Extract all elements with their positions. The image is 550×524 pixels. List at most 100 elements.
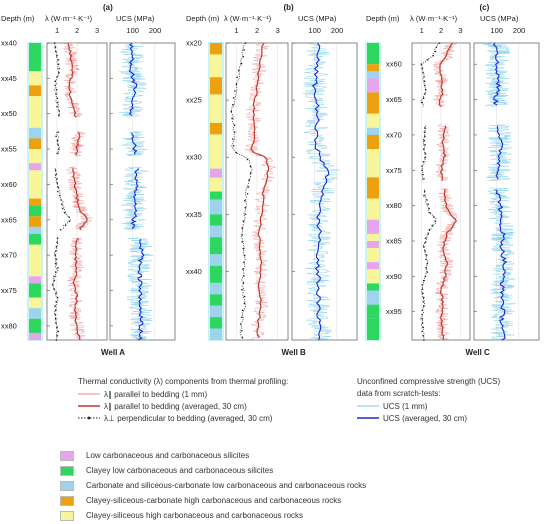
panel-3-lambda-perp-point <box>438 42 441 44</box>
panel-1-lambda-perp-point <box>57 267 59 269</box>
panel-3-lambda-perp-point <box>425 254 428 256</box>
panel-1-lambda-perp-point <box>56 178 58 180</box>
panel-1-lambda-perp-point <box>57 63 60 65</box>
panel-3-lambda-perp-point <box>425 88 427 91</box>
legend-item-ucs-avg: UCS (averaged, 30 cm) <box>357 412 500 424</box>
panel-2-depth-tick-4: xx40 <box>186 267 202 276</box>
lith-5-swatch <box>60 510 74 521</box>
panel-1-lambda-perp-point <box>55 322 57 324</box>
panel-3-lambda-label: λ (W·m⁻¹·K⁻¹) <box>410 14 458 23</box>
panel-1-lambda-perp-point <box>55 93 57 95</box>
panel-3-lambda-perp-point <box>424 152 427 155</box>
panel-1-lambda-perp-point <box>57 186 59 189</box>
panel-1-lambda-perp-point <box>54 262 57 265</box>
panel-2-depth-tick-2: xx30 <box>186 153 202 162</box>
legend-item-lith-2: Clayey low carbonaceous and carbonaceous… <box>60 463 366 478</box>
panel-2-lambda-label: λ (W·m⁻¹·K⁻¹) <box>224 14 272 23</box>
panel-2-lambda-perp-point <box>246 158 249 161</box>
panel-1-lith-segment-6 <box>29 149 41 164</box>
legend-item-lith-5: Clayey-siliceous high carbonaceous and c… <box>60 508 366 523</box>
legend-label-lith-4: Clayey-siliceous-carbonate high carbonac… <box>86 496 342 505</box>
panel-3-lambda-perp-point <box>426 199 428 201</box>
panel-2-lambda-perp-point <box>243 254 246 257</box>
panel-2-lith-segment-19 <box>210 328 222 340</box>
panel-2-lambda-perp-point <box>231 117 233 120</box>
legend-label-lambda-perp-avg: λ⊥ perpendicular to bedding (averaged, 3… <box>104 413 273 423</box>
legend-item-lambda-perp-avg: λ⊥ perpendicular to bedding (averaged, 3… <box>78 412 288 424</box>
panel-3-lambda-perp-point <box>425 267 428 269</box>
panel-2-lambda-perp-point <box>241 316 243 319</box>
panel-3-lambda-perp-point <box>423 339 425 341</box>
panel-2-lambda-perp-point <box>244 199 246 202</box>
panel-3-lith-segment-4 <box>367 92 379 114</box>
panel-3-lambda-perp-point <box>431 224 434 227</box>
panel-3-lambda-par-avg-series <box>438 42 458 341</box>
panel-3-lith-segment-10 <box>367 198 379 220</box>
panel-2-lith-segment-11 <box>210 225 222 238</box>
ucs-legend-heading-1: Unconfined compressive strength (UCS) <box>357 377 501 386</box>
panel-1-depth-tick-8: xx80 <box>1 321 17 330</box>
panel-3-lambda-perp-point <box>422 173 424 176</box>
panel-3-lith-segment-9 <box>367 177 379 199</box>
panel-3-lambda-perp-point <box>429 211 431 214</box>
panel-3-lambda-perp-point <box>424 250 426 252</box>
panel-3-lambda-perp-point <box>421 165 423 167</box>
legend-label-ucs-avg: UCS (averaged, 30 cm) <box>383 413 468 423</box>
panel-1-lith-segment-20 <box>29 332 41 340</box>
panel-2-lith-segment-0 <box>210 43 222 55</box>
ucs-legend: Unconfined compressive strength (UCS) da… <box>357 376 500 424</box>
panel-1-lambda-perp-point <box>56 152 58 155</box>
panel-3-lith-segment-16 <box>367 269 379 284</box>
panel-1-ucs-label: UCS (MPa) <box>116 14 155 23</box>
panel-2-letter: (b) <box>284 3 295 12</box>
panel-1-lambda-perp-point <box>55 258 58 261</box>
panel-2-lith-segment-4 <box>210 122 222 135</box>
panel-2-ucs-tick-0: 100 <box>308 26 321 35</box>
panel-1-lambda-perp-point <box>58 71 60 74</box>
panel-1-lith-segment-4 <box>29 127 41 139</box>
ucs-legend-heading-2: data from scratch-tests: <box>357 389 441 398</box>
thermal-legend-heading: Thermal conductivity (λ) components from… <box>78 377 289 386</box>
panel-1-lambda-perp-point <box>54 46 57 48</box>
panel-2-lambda-perp-point <box>243 261 245 264</box>
panel-2-lith-segment-15 <box>210 282 222 295</box>
panel-2-depth-tick-1: xx25 <box>186 96 202 105</box>
panel-3-lambda-perp-point <box>434 50 437 53</box>
panel-2-ucs-avg-series <box>311 42 330 341</box>
panel-1-lambda-perp-point <box>60 199 62 201</box>
panel-2-lambda-tick-0: 1 <box>234 26 238 35</box>
panel-1-lith-segment-14 <box>29 244 41 277</box>
panel-2-lambda-perp-point <box>246 193 249 195</box>
panel-2-lambda-perp-point <box>242 282 245 284</box>
panel-3-lith-segment-11 <box>367 219 379 234</box>
panel-2-ucs-label: UCS (MPa) <box>298 14 337 23</box>
panel-1-lambda-perp-point <box>58 148 60 150</box>
panel-3-lith-segment-5 <box>367 113 379 128</box>
panel-1-lambda-perp-point <box>63 211 66 214</box>
panel-2-lambda-tick-2: 3 <box>276 26 280 35</box>
panel-1-ucs-avg-series <box>128 42 145 341</box>
panel-3-lambda-perp-point <box>432 216 435 218</box>
panel-1-letter: (a) <box>103 3 113 12</box>
panel-1-lambda-perp-point <box>55 250 57 252</box>
panel-3-lambda-perp-point <box>422 279 425 282</box>
panel-1-lambda-perp-point <box>56 97 59 99</box>
panel-2-depth-label: Depth (m) <box>186 14 220 23</box>
panel-1-lambda-perp-point <box>55 245 58 248</box>
lambda-par-avg-swatch <box>78 401 100 411</box>
panel-3-lambda-perp-point <box>428 207 430 210</box>
panel-1-lambda-perp-point <box>56 182 58 184</box>
panel-1-lambda-perp-point <box>58 67 61 70</box>
panel-1-depth-tick-0: xx40 <box>1 39 17 48</box>
panel-3-lambda-perp-point <box>421 313 423 316</box>
panel-2-depth-tick-0: xx20 <box>186 39 202 48</box>
panel-1-ucs-tick-0: 100 <box>126 26 139 35</box>
panel-3-ucs-label: UCS (MPa) <box>480 14 519 23</box>
panel-1-lambda-perp-point <box>53 288 55 290</box>
panel-3-lambda-perp-point <box>423 190 426 193</box>
panel-1-lambda-perp-point <box>54 254 56 256</box>
panel-3-ucs-avg-series <box>492 42 508 341</box>
panel-1-lambda-perp-point <box>58 194 61 197</box>
panel-1-depth-tick-4: xx60 <box>1 180 17 189</box>
panel-3-lambda-perp-point <box>435 46 438 48</box>
